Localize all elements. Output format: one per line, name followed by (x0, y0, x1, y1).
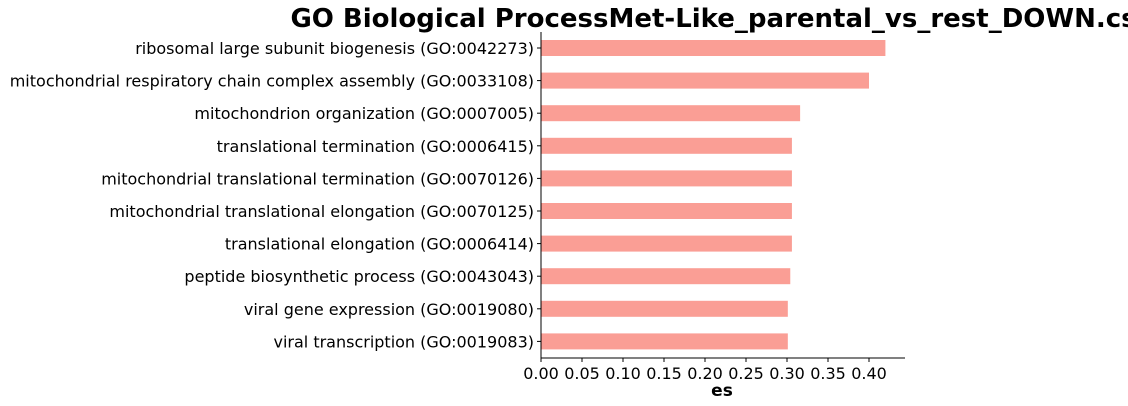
x-tick-label: 0.10 (605, 364, 641, 383)
category-label: translational elongation (GO:0006414) (225, 235, 534, 254)
category-label: ribosomal large subunit biogenesis (GO:0… (135, 39, 534, 58)
category-label: mitochondrial translational elongation (… (109, 202, 534, 221)
category-label: peptide biosynthetic process (GO:0043043… (184, 267, 534, 286)
category-label: mitochondrion organization (GO:0007005) (194, 104, 534, 123)
x-tick-label: 0.15 (646, 364, 682, 383)
bars-group (541, 40, 885, 349)
bar (541, 203, 792, 219)
bar (541, 170, 792, 186)
bar (541, 40, 885, 56)
category-labels-group: ribosomal large subunit biogenesis (GO:0… (10, 39, 541, 351)
chart-title: GO Biological ProcessMet-Like_parental_v… (290, 4, 1128, 34)
category-label: mitochondrial respiratory chain complex … (10, 72, 534, 91)
bar (541, 268, 790, 284)
bar (541, 333, 788, 349)
category-label: mitochondrial translational termination … (101, 169, 534, 188)
x-tick-label: 0.35 (810, 364, 846, 383)
x-tick-label: 0.40 (851, 364, 887, 383)
x-tick-label: 0.30 (769, 364, 805, 383)
bar (541, 105, 800, 121)
category-label: viral transcription (GO:0019083) (273, 332, 534, 351)
bar (541, 301, 788, 317)
bar (541, 73, 869, 89)
x-tick-label: 0.25 (728, 364, 764, 383)
x-tick-label: 0.05 (564, 364, 600, 383)
bar (541, 138, 792, 154)
x-axis-label: es (711, 381, 733, 401)
category-label: viral gene expression (GO:0019080) (244, 300, 534, 319)
x-ticks-group: 0.00 0.05 0.10 0.15 0.20 0.25 0.30 0.35 0.40 (523, 358, 887, 383)
category-label: translational termination (GO:0006415) (217, 137, 534, 156)
bar (541, 236, 792, 252)
x-tick-label: 0.00 (523, 364, 559, 383)
